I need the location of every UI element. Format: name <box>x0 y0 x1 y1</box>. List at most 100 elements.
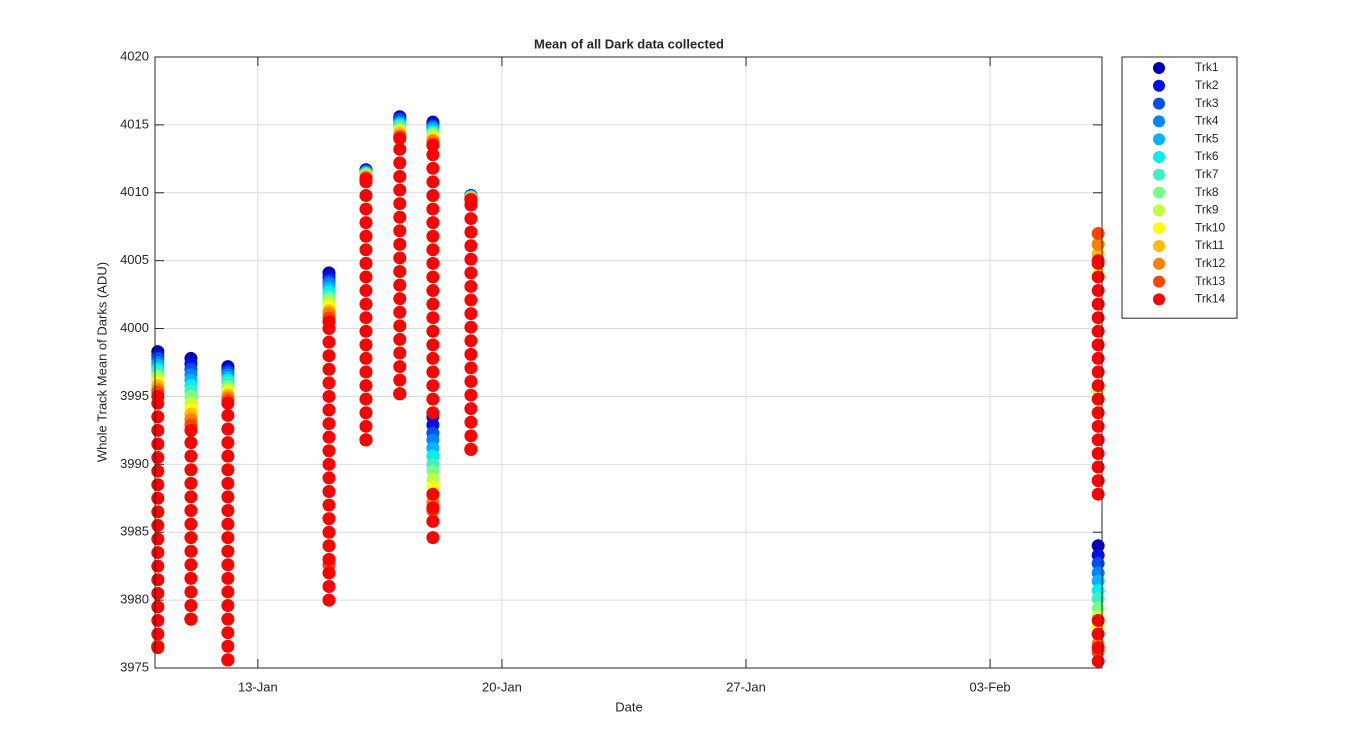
legend-label: Trk14 <box>1195 292 1226 306</box>
scatter-point <box>151 546 165 560</box>
scatter-point <box>464 415 478 429</box>
scatter-point <box>426 501 440 515</box>
scatter-point <box>426 487 440 501</box>
scatter-point <box>184 585 198 599</box>
y-tick-label: 3995 <box>120 388 149 403</box>
scatter-point <box>151 491 165 505</box>
scatter-point <box>393 332 407 346</box>
scatter-point <box>393 156 407 170</box>
scatter-point <box>221 639 235 653</box>
scatter-point <box>221 531 235 545</box>
scatter-point <box>393 224 407 238</box>
legend-marker <box>1153 151 1165 163</box>
scatter-point <box>151 464 165 478</box>
scatter-point <box>464 307 478 321</box>
scatter-point <box>221 449 235 463</box>
plot-border <box>154 56 1103 669</box>
legend-marker <box>1153 240 1165 252</box>
x-axis-label: Date <box>615 699 642 714</box>
scatter-point <box>426 138 440 152</box>
scatter-point <box>393 142 407 156</box>
legend-marker <box>1153 275 1165 288</box>
scatter-point <box>1091 627 1105 641</box>
scatter-point <box>359 419 373 433</box>
scatter-point <box>221 463 235 477</box>
legend-box <box>1121 56 1238 319</box>
scatter-point <box>1091 419 1105 433</box>
scatter-point <box>1091 379 1105 393</box>
scatter-point <box>1091 574 1105 588</box>
scatter-point <box>322 349 336 363</box>
scatter-point <box>464 375 478 389</box>
legend-marker <box>1153 97 1165 110</box>
scatter-point <box>393 183 407 197</box>
scatter-point <box>322 335 336 349</box>
scatter-point <box>393 292 407 306</box>
scatter-point <box>151 627 165 641</box>
scatter-point <box>393 237 407 251</box>
scatter-point <box>1091 351 1105 365</box>
scatter-point <box>359 270 373 284</box>
scatter-point <box>221 517 235 531</box>
scatter-point <box>151 410 165 424</box>
scatter-point <box>1091 284 1105 298</box>
scatter-point <box>464 442 478 456</box>
y-tick-label: 4015 <box>120 116 149 131</box>
scatter-point <box>1091 592 1105 606</box>
y-axis-label: Whole Track Mean of Darks (ADU) <box>94 262 109 462</box>
scatter-point <box>359 229 373 243</box>
scatter-point <box>1091 365 1105 379</box>
scatter-point <box>1091 297 1105 311</box>
scatter-point <box>426 284 440 298</box>
scatter-point <box>393 251 407 265</box>
scatter-point <box>426 297 440 311</box>
scatter-point <box>184 571 198 585</box>
legend-marker <box>1153 62 1165 74</box>
scatter-point <box>184 476 198 490</box>
legend-marker <box>1153 222 1165 235</box>
scatter-point <box>151 505 165 519</box>
scatter-point <box>359 202 373 216</box>
scatter-point <box>322 362 336 376</box>
scatter-point <box>151 389 165 403</box>
chart-title: Mean of all Dark data collected <box>534 36 724 51</box>
scatter-point <box>1091 227 1105 241</box>
scatter-point <box>464 252 478 266</box>
legend-label: Trk5 <box>1195 131 1219 145</box>
scatter-point <box>184 599 198 613</box>
scatter-point <box>184 503 198 517</box>
scatter-point <box>221 544 235 558</box>
y-tick-label: 4005 <box>120 252 149 267</box>
scatter-point <box>322 552 336 566</box>
scatter-point <box>221 436 235 450</box>
legend-marker <box>1153 257 1165 270</box>
legend-label: Trk11 <box>1195 238 1225 252</box>
scatter-point <box>221 585 235 599</box>
scatter-point <box>464 193 478 207</box>
scatter-point <box>322 444 336 458</box>
scatter-point <box>322 525 336 539</box>
scatter-point <box>221 599 235 613</box>
scatter-point <box>1091 446 1105 460</box>
x-tick-label: 20-Jan <box>482 679 522 694</box>
scatter-point <box>1091 556 1105 570</box>
scatter-point <box>151 478 165 492</box>
scatter-point <box>1091 487 1105 501</box>
legend-marker <box>1153 133 1165 146</box>
scatter-point <box>393 360 407 374</box>
scatter-point <box>184 558 198 572</box>
y-tick-label: 4020 <box>120 48 149 63</box>
scatter-point <box>464 293 478 307</box>
scatter-point <box>151 573 165 587</box>
scatter-point <box>426 351 440 365</box>
scatter-point <box>426 188 440 202</box>
scatter-point <box>426 148 440 162</box>
scatter-point <box>1091 254 1105 268</box>
scatter-point <box>184 490 198 504</box>
scatter-point <box>184 612 198 626</box>
scatter-point <box>393 387 407 401</box>
legend-label: Trk1 <box>1195 60 1219 74</box>
scatter-point <box>393 169 407 183</box>
